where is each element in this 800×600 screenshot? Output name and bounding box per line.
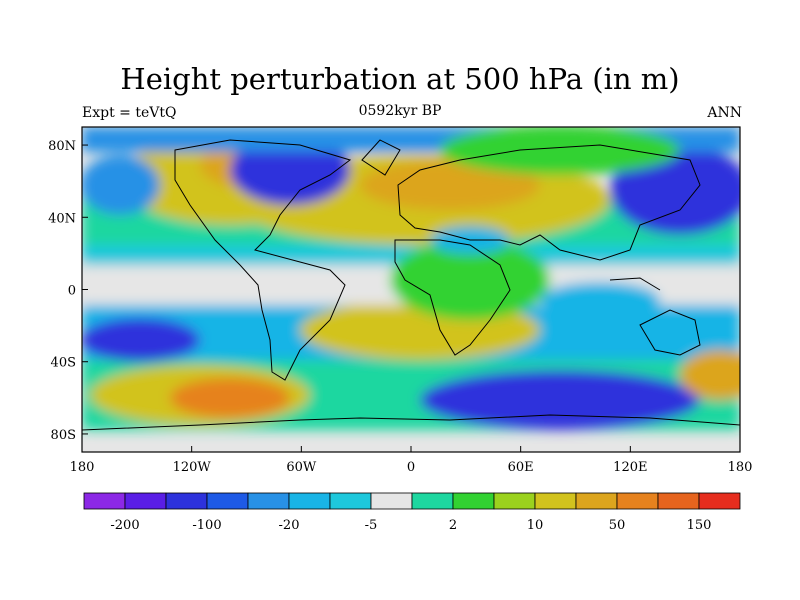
x-tick-label: 120E	[613, 460, 647, 475]
colorbar-label: -20	[279, 518, 300, 533]
colorbar	[83, 492, 741, 510]
colorbar-swatch	[329, 492, 372, 510]
y-tick-label: 0	[68, 284, 76, 299]
colorbar-label: 2	[449, 518, 457, 533]
colorbar-swatch	[247, 492, 290, 510]
x-tick-label: 60E	[508, 460, 534, 475]
coastlines	[82, 139, 740, 431]
experiment-label: Expt = teVtQ	[82, 105, 177, 121]
colorbar-swatch	[616, 492, 659, 510]
colorbar-swatch	[206, 492, 249, 510]
colorbar-swatch	[575, 492, 618, 510]
colorbar-swatch	[288, 492, 331, 510]
colorbar-swatch	[657, 492, 700, 510]
colorbar-label: -200	[110, 518, 139, 533]
x-axis: 180 120W 60W 0 60E 120E 180	[70, 446, 753, 475]
colorbar-swatch	[411, 492, 454, 510]
x-tick-label: 120W	[173, 460, 212, 475]
season-label: ANN	[707, 105, 742, 121]
colorbar-label: 10	[527, 518, 544, 533]
colorbar-swatch	[370, 492, 413, 510]
y-tick-label: 40S	[51, 356, 76, 371]
colorbar-swatch	[124, 492, 167, 510]
colorbar-swatch	[165, 492, 208, 510]
x-tick-label: 0	[407, 460, 415, 475]
colorbar-swatch	[452, 492, 495, 510]
colorbar-label: 150	[687, 518, 712, 533]
chart-subtitle: 0592kyr BP	[358, 103, 442, 119]
y-axis: 80N 40N 0 40S 80S	[48, 139, 88, 443]
x-tick-label: 180	[70, 460, 95, 475]
colorbar-label: -100	[192, 518, 221, 533]
colorbar-label: -5	[365, 518, 378, 533]
colorbar-label: 50	[609, 518, 626, 533]
colorbar-swatch	[698, 492, 741, 510]
colorbar-swatch	[534, 492, 577, 510]
contour-field	[82, 127, 740, 452]
chart-title: Height perturbation at 500 hPa (in m)	[120, 62, 680, 96]
y-tick-label: 80S	[51, 428, 76, 443]
colorbar-labels: -200 -100 -20 -5 2 10 50 150	[110, 518, 711, 533]
colorbar-swatch	[493, 492, 536, 510]
x-tick-label: 60W	[286, 460, 317, 475]
x-tick-label: 180	[728, 460, 753, 475]
y-tick-label: 80N	[48, 139, 76, 154]
y-tick-label: 40N	[48, 211, 76, 226]
colorbar-swatch	[83, 492, 126, 510]
